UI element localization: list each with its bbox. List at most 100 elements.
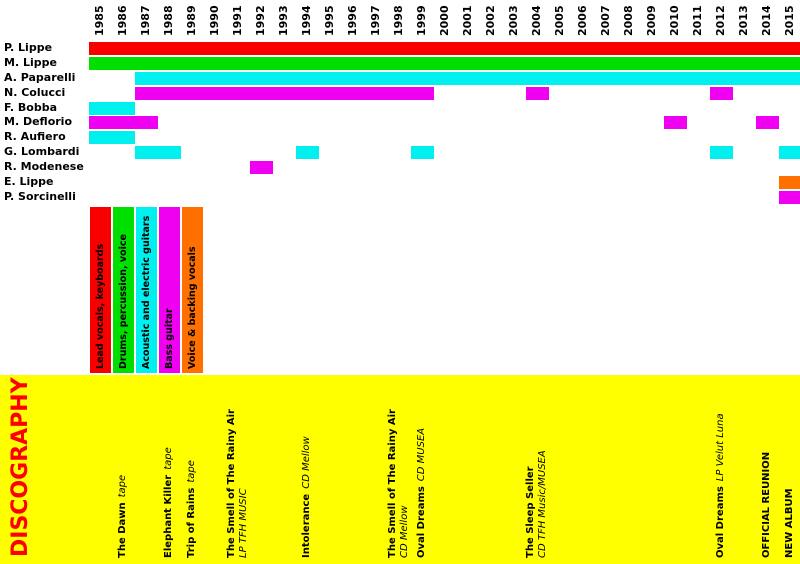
year-label: 2000 <box>438 5 451 36</box>
year-label: 1993 <box>277 5 290 36</box>
stint-bar <box>295 146 319 159</box>
year-label: 2011 <box>691 5 704 36</box>
stint-bar <box>410 146 434 159</box>
year-label: 2010 <box>668 5 681 36</box>
stint-bar <box>88 102 135 115</box>
year-label: 1987 <box>139 5 152 36</box>
stint-bar <box>134 87 434 100</box>
legend-swatch <box>89 207 111 373</box>
year-label: 2008 <box>622 5 635 36</box>
stint-bar <box>778 146 800 159</box>
album-entry: Trip of Rains tape <box>186 460 198 558</box>
album-label: CD MUSEA <box>416 427 427 482</box>
legend-label: Bass guitar <box>163 308 175 369</box>
album-label: LP TFH MUSIC <box>238 488 249 558</box>
album-entry: Oval Dreams CD MUSEA <box>416 428 428 558</box>
album-label: LP Velut Luna <box>715 413 726 482</box>
year-label: 2015 <box>783 5 796 36</box>
album-entry: Intolerance CD Mellow <box>301 436 313 558</box>
stint-bar <box>709 146 733 159</box>
album-entry: The Smell of The Rainy Air LP TFH MUSIC <box>226 409 250 558</box>
stint-bar <box>88 116 158 129</box>
year-label: 1995 <box>323 5 336 36</box>
member-name: G. Lombardi <box>4 145 80 158</box>
year-label: 1996 <box>346 5 359 36</box>
album-title: Intolerance <box>301 493 312 558</box>
year-label: 2004 <box>530 5 543 36</box>
member-name: P. Lippe <box>4 41 53 54</box>
year-label: 1999 <box>415 5 428 36</box>
album-entry: Oval Dreams LP Velut Luna <box>715 413 727 558</box>
year-label: 1998 <box>392 5 405 36</box>
legend-label: Lead vocals, keyboards <box>94 243 106 369</box>
legend-label: Drums, percussion, voice <box>117 234 129 369</box>
album-label: CD Mellow <box>399 505 410 559</box>
year-label: 1990 <box>208 5 221 36</box>
year-label: 1991 <box>231 5 244 36</box>
member-name: A. Paparelli <box>4 71 76 84</box>
stint-bar <box>778 191 800 204</box>
member-name: R. Modenese <box>4 160 84 173</box>
year-label: 2014 <box>760 5 773 36</box>
legend-swatch <box>158 207 180 373</box>
album-label: tape <box>186 460 197 483</box>
year-label: 2003 <box>507 5 520 36</box>
album-title: Elephant Killer <box>163 474 174 558</box>
album-title: NEW ALBUM <box>784 488 795 558</box>
member-name: F. Bobba <box>4 101 58 114</box>
year-label: 1989 <box>185 5 198 36</box>
stint-bar <box>88 57 800 70</box>
stint-bar <box>778 176 800 189</box>
year-label: 1985 <box>93 5 106 36</box>
member-name: R. Aufiero <box>4 130 66 143</box>
stint-bar <box>709 87 733 100</box>
album-title: Oval Dreams <box>715 486 726 558</box>
legend-swatch <box>181 207 203 373</box>
album-title: Trip of Rains <box>186 487 197 558</box>
album-label: tape <box>163 447 174 470</box>
album-title: The Smell of The Rainy Air <box>387 409 398 558</box>
album-title: The Dawn <box>117 502 128 558</box>
year-label: 1992 <box>254 5 267 36</box>
legend-swatch <box>135 207 157 373</box>
stint-bar <box>134 146 181 159</box>
album-title: The Sleep Seller <box>525 466 536 558</box>
member-name: E. Lippe <box>4 175 54 188</box>
member-name: M. Deflorio <box>4 115 73 128</box>
album-entry: OFFICIAL REUNION <box>761 452 773 558</box>
year-label: 1994 <box>300 5 313 36</box>
year-label: 2005 <box>553 5 566 36</box>
album-entry: The Sleep Seller CD TFH Music/MUSEA <box>525 450 549 558</box>
discography-section <box>0 375 800 564</box>
stint-bar <box>755 116 779 129</box>
stint-bar <box>134 72 800 85</box>
legend-label: Acoustic and electric guitars <box>140 215 152 369</box>
member-name: P. Sorcinelli <box>4 190 76 203</box>
member-name: N. Colucci <box>4 86 66 99</box>
stint-bar <box>663 116 687 129</box>
legend-swatch <box>112 207 134 373</box>
album-entry: NEW ALBUM <box>784 488 796 558</box>
stint-bar <box>249 161 273 174</box>
stint-bar <box>88 42 800 55</box>
year-label: 2007 <box>599 5 612 36</box>
year-label: 2012 <box>714 5 727 36</box>
stint-bar <box>88 131 135 144</box>
album-label: CD Mellow <box>301 436 312 489</box>
year-label: 1988 <box>162 5 175 36</box>
member-name: M. Lippe <box>4 56 57 69</box>
year-label: 2009 <box>645 5 658 36</box>
stint-bar <box>525 87 549 100</box>
album-entry: The Smell of The Rainy Air CD Mellow <box>387 409 411 558</box>
album-title: OFFICIAL REUNION <box>761 451 772 558</box>
legend-label: Voice & backing vocals <box>186 246 198 369</box>
discography-title: DISCOGRAPHY <box>8 377 33 557</box>
album-label: tape <box>117 474 128 498</box>
year-label: 2006 <box>576 5 589 36</box>
year-label: 1997 <box>369 5 382 36</box>
year-label: 2001 <box>461 5 474 36</box>
album-title: Oval Dreams <box>416 486 427 558</box>
album-title: The Smell of The Rainy Air <box>226 409 237 558</box>
album-label: CD TFH Music/MUSEA <box>537 450 548 558</box>
